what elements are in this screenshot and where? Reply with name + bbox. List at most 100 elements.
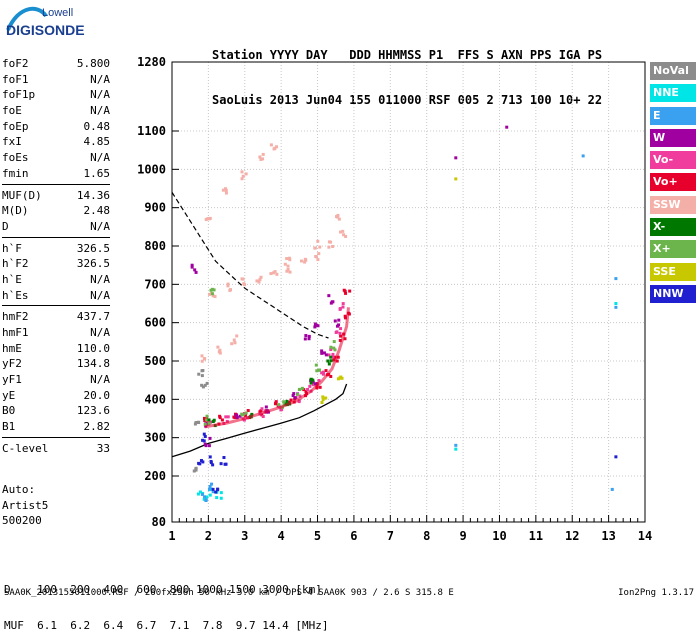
- echo-point-noval: [200, 383, 204, 387]
- echo-point-ssw: [341, 229, 345, 233]
- echo-point-ssw: [285, 269, 289, 273]
- legend-entry-nne: NNE: [650, 84, 696, 103]
- echo-point-ssw: [218, 348, 222, 352]
- echo-point-w: [304, 334, 308, 338]
- muf-curve: [171, 191, 329, 339]
- echo-point-x-: [209, 288, 213, 292]
- echo-point-ssw: [335, 215, 339, 219]
- echo-point-nnw: [199, 459, 203, 463]
- echo-point-vo-: [336, 355, 340, 359]
- echo-point-vo-: [321, 370, 325, 374]
- echo-point-nne: [215, 496, 219, 500]
- echo-point-vo-: [279, 408, 283, 412]
- y-tick-label: 1100: [137, 124, 166, 138]
- echo-point-w: [296, 392, 300, 396]
- echo-point-vo-: [331, 355, 335, 359]
- echo-point-ssw: [209, 291, 213, 295]
- echo-point-x-: [333, 348, 337, 352]
- echo-point-ssw: [286, 268, 290, 272]
- echo-point-vo-: [321, 372, 325, 376]
- echo-point-w: [309, 379, 313, 383]
- echo-point-e: [614, 277, 618, 281]
- echo-point-vo-: [209, 420, 213, 424]
- param-label: hmF1: [2, 326, 29, 339]
- echo-point-vo-: [327, 353, 331, 357]
- echo-point-w: [190, 263, 194, 267]
- echo-point-ssw: [339, 230, 343, 234]
- param-row: B0 123.6: [2, 403, 110, 419]
- echo-point-ssw: [206, 217, 210, 221]
- echo-point-vo-: [309, 389, 313, 393]
- echo-point-noval: [192, 469, 196, 473]
- echo-point-ssw: [240, 170, 244, 174]
- echo-point-w: [203, 442, 207, 446]
- echo-point-x-: [280, 405, 284, 409]
- param-value: 4.85: [83, 135, 111, 149]
- echo-point-ssw: [314, 255, 318, 259]
- echo-point-w: [291, 394, 295, 398]
- echo-point-ssw: [287, 256, 291, 260]
- echo-point-w: [454, 156, 458, 160]
- param-value: N/A: [90, 88, 110, 102]
- echo-point-vo-: [342, 332, 346, 336]
- echo-point-ssw: [261, 152, 265, 156]
- echo-point-w: [264, 410, 268, 414]
- echo-point-ssw: [275, 272, 279, 276]
- echo-point-nne: [454, 447, 458, 451]
- x-tick-label: 8: [423, 529, 430, 543]
- echo-point-w: [322, 351, 326, 355]
- echo-point-vo-: [263, 410, 267, 414]
- legend-entry-x-: X-: [650, 218, 696, 237]
- echo-point-x-: [210, 292, 214, 296]
- muf-table: D 100 200 400 600 800 1000 1500 3000 [km…: [4, 560, 329, 644]
- echo-point-vo-: [203, 419, 207, 423]
- echo-point-ssw: [228, 288, 232, 292]
- echo-point-x-: [317, 368, 321, 372]
- echo-point-nnw: [201, 438, 205, 442]
- echo-point-vo-: [311, 383, 315, 387]
- echo-point-e: [204, 498, 208, 502]
- echo-point-w: [194, 270, 198, 274]
- echo-point-e: [210, 482, 214, 486]
- param-label: yE: [2, 388, 16, 402]
- echo-point-w: [204, 424, 208, 428]
- param-row: MUF(D) 14.36: [2, 188, 110, 204]
- echo-point-w: [190, 265, 194, 269]
- echo-point-x-: [211, 420, 215, 424]
- echo-point-x-: [240, 412, 244, 416]
- param-value: 0.48: [83, 119, 111, 133]
- echo-point-ssw: [224, 191, 228, 195]
- echo-point-ssw: [318, 245, 322, 249]
- echo-point-x-: [285, 403, 289, 407]
- echo-point-ssw: [285, 257, 289, 261]
- echo-point-x-: [285, 399, 289, 403]
- echo-point-sse: [338, 376, 342, 380]
- echo-point-ssw: [257, 280, 261, 284]
- param-row: foEs N/A: [2, 150, 110, 166]
- param-value: 2.48: [83, 204, 111, 218]
- station-header: Station YYYY DAY DDD HHMMSS P1 FFS S AXN…: [212, 18, 602, 123]
- echo-point-sse: [324, 396, 328, 400]
- echo-point-vo-: [260, 413, 264, 417]
- y-tick-label: 900: [144, 201, 166, 215]
- echo-point-ssw: [337, 217, 341, 221]
- echo-point-nnw: [209, 461, 213, 465]
- o-trace-ridge: [204, 307, 350, 429]
- echo-point-vo-: [339, 327, 343, 331]
- echo-point-nne: [614, 302, 618, 305]
- echo-point-noval: [197, 421, 201, 425]
- echo-point-sse: [454, 177, 458, 181]
- echo-point-nne: [205, 495, 209, 499]
- echo-point-ssw: [313, 246, 317, 250]
- echo-point-vo-: [344, 291, 348, 295]
- echo-point-x-: [282, 400, 286, 404]
- echo-point-x-: [210, 287, 214, 291]
- echo-point-nnw: [224, 462, 228, 466]
- echo-point-w: [266, 410, 270, 414]
- echo-point-x-: [277, 403, 281, 407]
- echo-point-ssw: [207, 217, 211, 221]
- echo-point-ssw: [203, 357, 207, 361]
- echo-point-nnw: [211, 463, 215, 467]
- echo-point-nne: [215, 490, 219, 494]
- echo-point-e: [204, 498, 208, 502]
